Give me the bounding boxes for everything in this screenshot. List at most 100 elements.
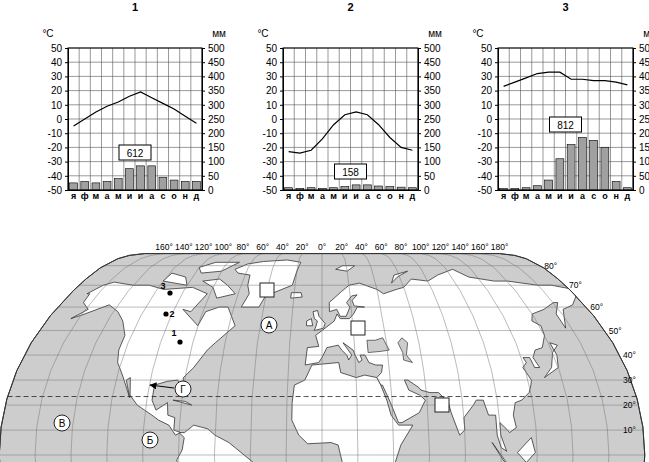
y2-tick-mark (202, 62, 205, 63)
y2-tick: 250 (633, 114, 649, 125)
y2-tick: 350 (418, 85, 441, 96)
y-tick-label: 50 (51, 43, 63, 54)
x-tick-label: и (557, 191, 563, 201)
plot-area (70, 92, 201, 190)
y2-tick-mark (418, 147, 421, 148)
y-tick-label: -40 (478, 171, 493, 182)
y2-tick: 400 (202, 71, 225, 82)
x-tick: и (557, 190, 563, 201)
y-tick-label: 0 (486, 114, 492, 125)
y-tick-mark (65, 105, 68, 106)
grid-line-vertical (531, 48, 532, 190)
longitude-label: 160° (155, 242, 173, 252)
y2-tick-mark (418, 176, 421, 177)
y-axis-line (280, 49, 284, 191)
x-tick: с (160, 190, 165, 201)
x-tick: и (353, 190, 359, 201)
grid-line-vertical (509, 48, 510, 190)
y-tick-mark (65, 133, 68, 134)
y2-tick-label: 200 (208, 128, 225, 139)
y-tick-label: 20 (51, 85, 63, 96)
y2-tick-label: 200 (424, 128, 441, 139)
plot-frame (283, 48, 418, 190)
annotation: 612 (127, 148, 144, 159)
latitude-label: 40° (623, 350, 636, 360)
tropic-line (8, 396, 637, 397)
longitude-label: 20° (335, 242, 348, 252)
x-tick-label: я (71, 191, 76, 201)
y-tick-mark (65, 119, 68, 120)
x-tick-label: с (160, 191, 165, 201)
temperature-line (74, 92, 197, 126)
longitude-label: 140° (451, 242, 469, 252)
x-tick: а (105, 190, 111, 201)
grid-line-vertical (294, 48, 295, 190)
y2-tick: 0 (633, 185, 645, 196)
plot-area (500, 72, 632, 190)
x-tick-label: м (308, 191, 315, 201)
land (163, 273, 187, 285)
y2-tick: 50 (633, 171, 649, 182)
y-tick-mark (65, 76, 68, 77)
y2-tick: 500 (418, 43, 441, 54)
annotation: 158 (342, 167, 359, 178)
y2-tick-mark (202, 176, 205, 177)
precipitation-bar (363, 185, 371, 190)
y-tick-mark (280, 147, 283, 148)
y-tick: 0 (56, 114, 68, 125)
y-tick-label: 10 (481, 100, 493, 111)
y-tick: 40 (266, 57, 283, 68)
x-tick-label: с (591, 191, 596, 201)
y-tick-label: -50 (48, 185, 63, 196)
y-tick: 30 (51, 71, 68, 82)
y-tick-mark (280, 176, 283, 177)
y-tick-label: -10 (48, 128, 63, 139)
y2-tick-label: 350 (424, 85, 441, 96)
y2-axis-line (203, 49, 206, 191)
y2-axis-title: мм (428, 28, 442, 39)
precipitation-bar (103, 181, 111, 190)
y2-tick-mark (202, 91, 205, 92)
y2-tick: 500 (633, 43, 649, 54)
grid-line-vertical (384, 48, 385, 190)
x-tick-label: а (580, 191, 586, 201)
y-tick-mark (280, 62, 283, 63)
y2-tick-mark (633, 76, 636, 77)
x-tick: о (602, 190, 608, 201)
y2-tick-mark (202, 133, 205, 134)
y-tick-mark (280, 119, 283, 120)
y2-tick-mark (633, 133, 636, 134)
y2-tick: 200 (418, 128, 441, 139)
land (71, 282, 235, 435)
y-tick: 20 (51, 85, 68, 96)
precipitation-bar (612, 181, 620, 190)
x-tick-label: м (545, 191, 552, 201)
y2-tick-label: 150 (639, 142, 649, 153)
grid-line-vertical (179, 48, 180, 190)
x-tick-label: м (115, 191, 122, 201)
y-tick-label: -40 (48, 171, 63, 182)
precipitation-bar (545, 180, 553, 190)
x-tick-label: и (138, 191, 144, 201)
y2-tick-label: 100 (639, 156, 649, 167)
precipitation-bar (533, 186, 541, 190)
y2-axis-title: мм (643, 28, 649, 39)
y2-tick-label: 400 (208, 71, 225, 82)
y-axis-line (495, 49, 499, 191)
precipitation-bar (81, 181, 89, 190)
x-tick-label: с (376, 191, 381, 201)
longitude-label: 160° (471, 242, 489, 252)
y-tick-label: 0 (56, 114, 62, 125)
y-tick-mark (280, 133, 283, 134)
precipitation-bar (193, 181, 201, 190)
y2-tick-label: 300 (639, 100, 649, 111)
land (199, 262, 239, 273)
latitude-label: 10° (623, 425, 636, 435)
land (291, 293, 302, 298)
x-tick: а (365, 190, 371, 201)
y-tick-mark (65, 162, 68, 163)
map: 160°140°120°100°80°60°40°20°0°20°40°60°8… (0, 242, 645, 462)
y-axis-title: °C (257, 28, 268, 39)
y-tick-label: -40 (263, 171, 278, 182)
y-tick: -30 (478, 156, 498, 167)
